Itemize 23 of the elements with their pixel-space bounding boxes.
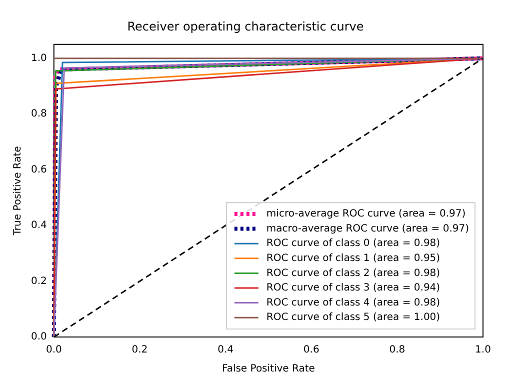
x-tick-label: 0.0 bbox=[46, 344, 62, 356]
legend-label: ROC curve of class 5 (area = 1.00) bbox=[266, 312, 440, 324]
x-tick-label: 0.2 bbox=[132, 344, 148, 356]
y-tick-label: 0.0 bbox=[30, 332, 47, 343]
x-tick-label: 1.0 bbox=[475, 344, 491, 356]
x-tick-label: 0.6 bbox=[303, 344, 320, 356]
x-tick-label: 0.8 bbox=[389, 344, 406, 356]
legend-label: ROC curve of class 1 (area = 0.95) bbox=[266, 252, 440, 264]
legend-label: ROC curve of class 3 (area = 0.94) bbox=[266, 282, 440, 294]
legend-label: ROC curve of class 0 (area = 0.98) bbox=[266, 238, 440, 250]
y-tick-label: 0.2 bbox=[30, 276, 47, 287]
y-tick-label: 0.4 bbox=[30, 220, 47, 232]
y-tick-label: 1.0 bbox=[30, 52, 47, 64]
y-tick-label: 0.6 bbox=[30, 164, 47, 176]
legend-label: ROC curve of class 2 (area = 0.98) bbox=[266, 268, 440, 279]
x-tick-label: 0.4 bbox=[218, 344, 234, 356]
y-axis-title: True Positive Rate bbox=[12, 146, 24, 236]
chart-title: Receiver operating characteristic curve bbox=[127, 19, 364, 34]
legend-label: macro-average ROC curve (area = 0.97) bbox=[266, 223, 470, 234]
legend-label: ROC curve of class 4 (area = 0.98) bbox=[266, 297, 440, 308]
y-tick-label: 0.8 bbox=[30, 108, 47, 120]
x-axis-title: False Positive Rate bbox=[222, 364, 315, 375]
legend-label: micro-average ROC curve (area = 0.97) bbox=[266, 208, 466, 220]
